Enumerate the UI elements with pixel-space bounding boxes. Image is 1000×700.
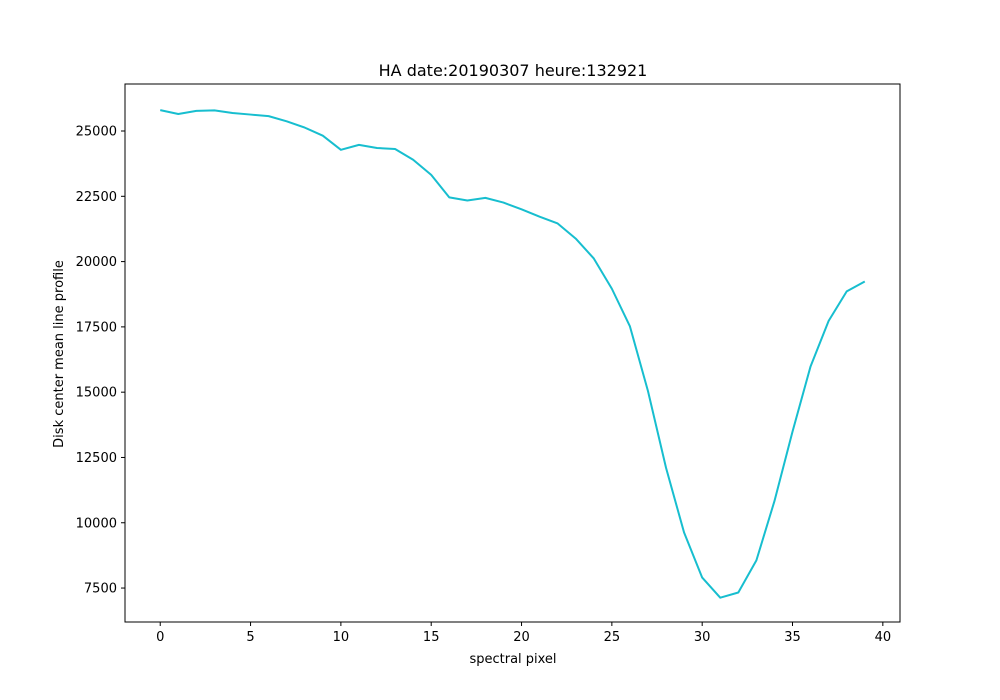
chart-title: HA date:20190307 heure:132921 [379, 61, 648, 80]
y-tick-label: 10000 [76, 516, 117, 531]
x-tick-label: 35 [784, 630, 801, 645]
y-tick-label: 15000 [76, 386, 117, 401]
x-tick-label: 10 [333, 630, 350, 645]
y-tick-label: 20000 [76, 255, 117, 270]
plot-frame [124, 83, 901, 623]
x-tick-label: 30 [694, 630, 711, 645]
x-axis-label: spectral pixel [469, 652, 556, 667]
x-tick-label: 40 [875, 630, 892, 645]
x-tick-label: 25 [604, 630, 621, 645]
x-tick-label: 15 [423, 630, 440, 645]
y-tick-label: 12500 [76, 451, 117, 466]
y-tick-label: 7500 [84, 582, 117, 597]
x-tick-label: 20 [513, 630, 530, 645]
y-tick-label: 17500 [76, 320, 117, 335]
y-tick-label: 25000 [76, 125, 117, 140]
y-axis-label: Disk center mean line profile [52, 260, 67, 448]
plot-area: 0 5 10 15 20 25 30 35 40 7500 10000 12500 15000 17500… [76, 83, 901, 645]
y-tick-label: 22500 [76, 190, 117, 205]
x-tick-label: 5 [246, 630, 254, 645]
x-tick-label: 0 [156, 630, 164, 645]
series-line [160, 109, 866, 599]
